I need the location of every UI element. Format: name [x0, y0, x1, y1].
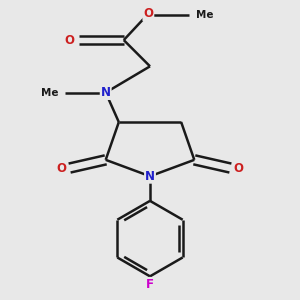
Text: O: O [234, 161, 244, 175]
Text: O: O [143, 7, 153, 20]
Text: O: O [56, 161, 66, 175]
Text: Me: Me [40, 88, 58, 98]
Text: Me: Me [196, 11, 213, 20]
Text: F: F [146, 278, 154, 291]
Text: N: N [101, 86, 111, 99]
Text: N: N [145, 170, 155, 183]
Text: O: O [64, 34, 75, 46]
